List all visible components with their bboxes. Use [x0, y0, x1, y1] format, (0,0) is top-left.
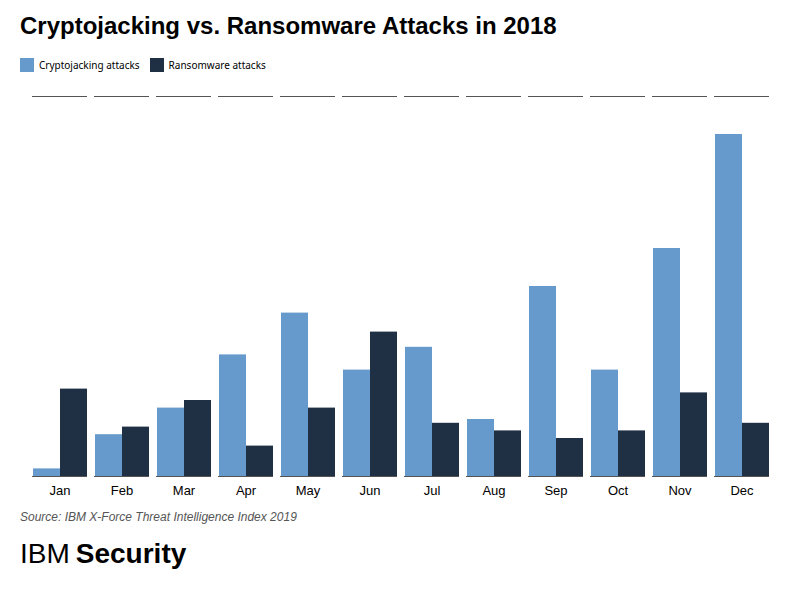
svg-text:Aug: Aug [482, 483, 505, 498]
html-text:Source: IBM X-Force Threat Int: Source: IBM X-Force Threat Intelligence … [20, 510, 297, 524]
svg-text:Jun: Jun [360, 483, 381, 498]
svg-text:Mar: Mar [173, 483, 196, 498]
svg-text:Oct: Oct [608, 483, 629, 498]
svg-text:Dec: Dec [730, 483, 754, 498]
html-text:IBM Security: IBM Security [20, 538, 187, 569]
svg-text:Nov: Nov [668, 483, 692, 498]
svg-text:May: May [296, 483, 321, 498]
svg-text:Jul: Jul [424, 483, 441, 498]
svg-text:Feb: Feb [111, 483, 133, 498]
html-text:Cryptojacking attacks: Cryptojacking attacks [39, 57, 140, 72]
html-text:Cryptojacking vs. Ransomware A: Cryptojacking vs. Ransomware Attacks in … [20, 12, 557, 39]
html-text:Ransomware attacks: Ransomware attacks [168, 57, 266, 72]
svg-text:Apr: Apr [236, 483, 257, 498]
svg-text:Jan: Jan [50, 483, 71, 498]
svg-text:Sep: Sep [544, 483, 567, 498]
